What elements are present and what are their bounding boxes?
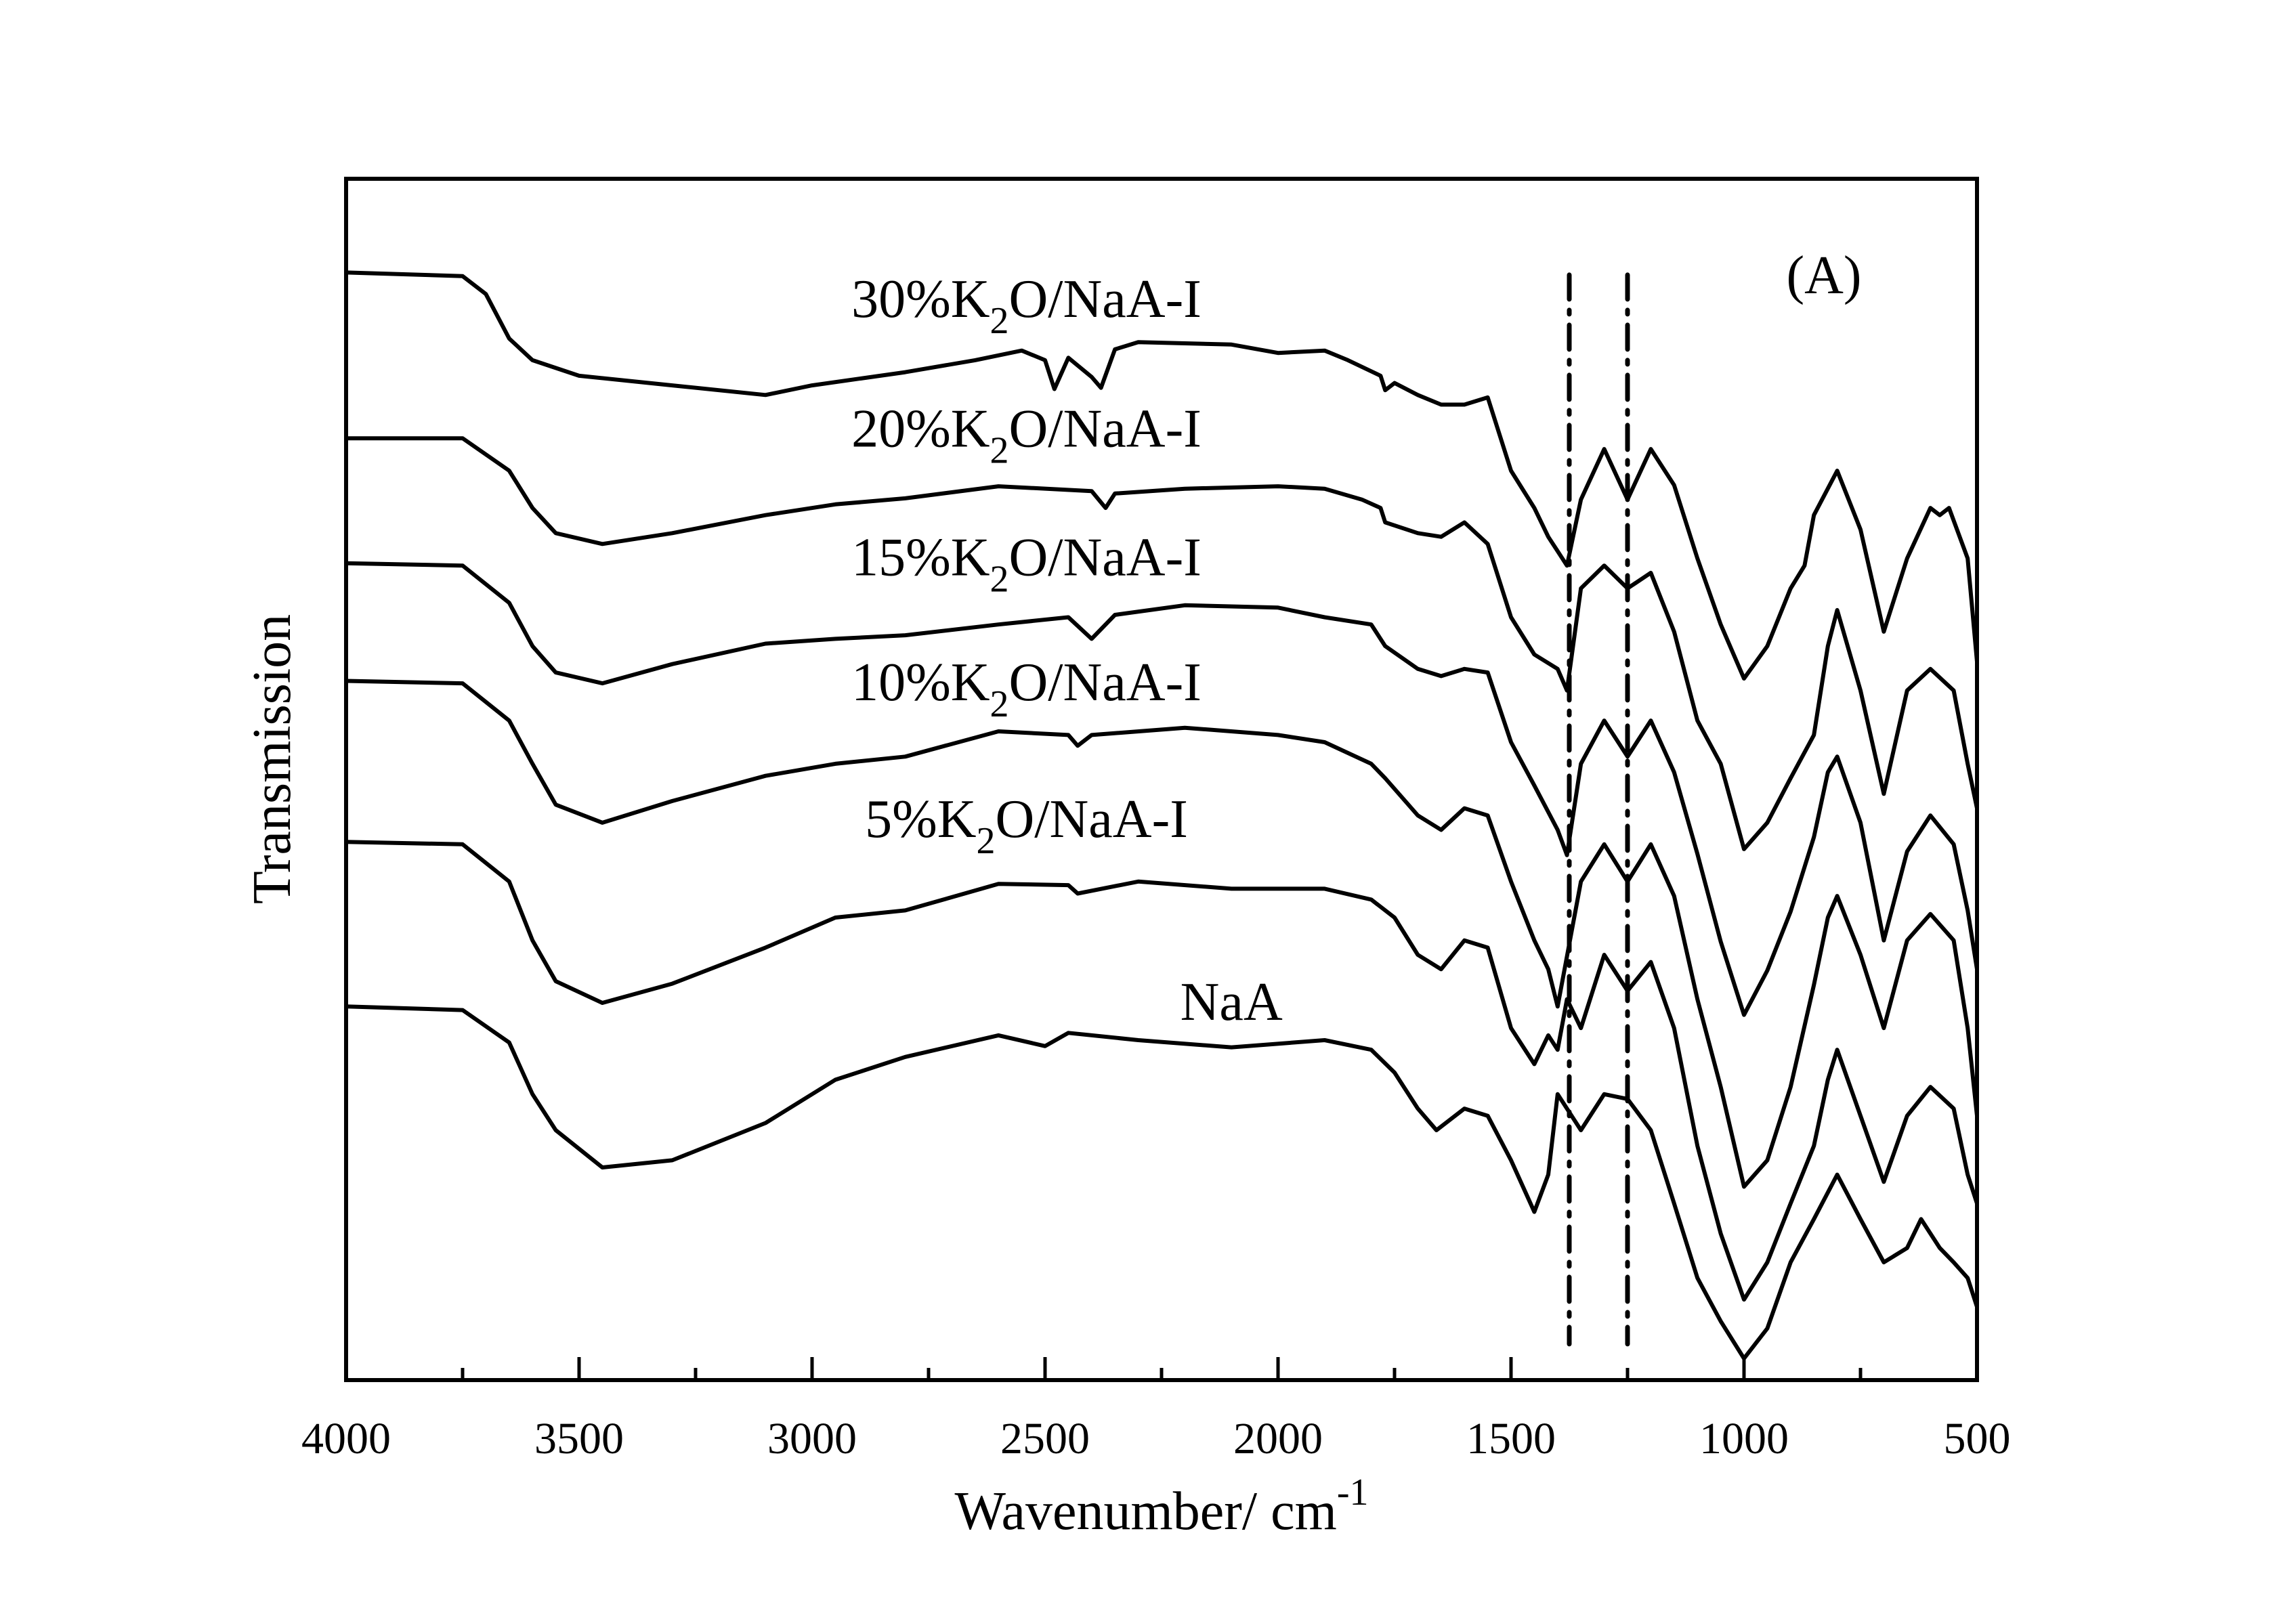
x-tick-label: 1000 [1699,1414,1789,1463]
series-label-main: 5%K [865,790,976,849]
series-label-subscript: 2 [977,820,996,862]
x-axis-title: Wavenumber/ cm-1 [954,1472,1368,1541]
series-label-0: 30%K2O/NaA-I [851,270,1202,342]
x-tick-label: 500 [1944,1414,2011,1463]
series-line-5 [344,1004,1979,1361]
series-label-main: 15%K [851,528,990,587]
series-line-4 [344,840,1979,1302]
series-label-4: 5%K2O/NaA-I [865,790,1188,862]
x-tick-label: 2000 [1233,1414,1323,1463]
series-label-main: 10%K [851,653,990,712]
series-label-2: 15%K2O/NaA-I [851,528,1202,600]
series-label-main: 20%K [851,400,990,459]
x-tick-label: 4000 [301,1414,391,1463]
series-label-main: NaA [1181,972,1283,1032]
series-labels: 30%K2O/NaA-I20%K2O/NaA-I15%K2O/NaA-I10%K… [851,270,1283,1032]
reference-lines [1567,272,1630,1347]
series-label-3: 10%K2O/NaA-I [851,653,1202,725]
series-layer [344,270,1979,1361]
x-axis-title-text: Wavenumber/ cm [954,1482,1336,1541]
series-label-subscript: 2 [990,683,1009,725]
series-label-subscript: 2 [990,430,1009,472]
series-label-rest: O/NaA-I [1009,528,1202,587]
x-axis-title-superscript: -1 [1337,1472,1369,1513]
x-ticks: 4000 3500 3000 2500 2000 1500 1000 500 [301,1357,2011,1463]
x-tick-label: 3000 [767,1414,857,1463]
series-line-2 [344,561,1979,1017]
series-label-subscript: 2 [990,300,1009,342]
series-line-3 [344,679,1979,1189]
series-label-1: 20%K2O/NaA-I [851,400,1202,472]
series-label-rest: O/NaA-I [996,790,1188,849]
series-line-1 [344,436,1979,851]
series-line-0 [344,270,1979,681]
x-tick-label: 3500 [534,1414,624,1463]
panel-label: (A) [1786,246,1861,305]
series-label-5: NaA [1181,972,1283,1032]
x-tick-label: 2500 [1000,1414,1090,1463]
plot-frame [344,177,1979,1382]
x-tick-label: 1500 [1466,1414,1556,1463]
series-label-rest: O/NaA-I [1009,270,1202,329]
series-label-main: 30%K [851,270,990,329]
y-axis-title: Transmission [242,614,302,904]
series-label-rest: O/NaA-I [1009,653,1202,712]
series-label-rest: O/NaA-I [1009,400,1202,459]
series-label-subscript: 2 [990,558,1009,600]
